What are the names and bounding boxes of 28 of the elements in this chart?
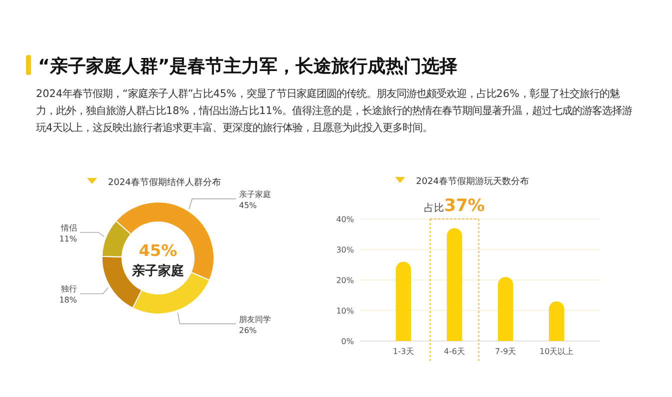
slice-label: 独行 [61,284,77,294]
data-label: 45% [239,200,258,210]
text: 占比37% [424,196,485,216]
data-label: 11% [59,234,78,244]
slice-label: 亲子家庭 [239,190,271,199]
bar [446,228,462,341]
data-label: 18% [59,296,78,305]
y-tick-label: 30% [336,246,354,254]
x-tick-label: 1-3天 [392,347,414,356]
slice-label: 情侣 [60,223,77,232]
text: 2024年春节假期，“家庭亲子人群”占比45%，突显了节日家庭团圆的传统。朋友同游也颇受欢迎，占比26%，彰显了社交旅行的魅力，此外，独自旅游人群占比18%，情侣出游占比11%。值得注意的是，长途旅行的热情在春节期间显著升温，超过七成的游客选择游玩4天以上，这反映出旅行者追求更丰富、更深度的旅行体验，且愿意为此投入更多时间。 [36,87,634,136]
y-tick-label: 40% [336,215,354,224]
data-label: 26% [239,326,258,335]
x-tick-label: 4-6天 [444,347,466,356]
bar [396,262,412,341]
y-tick-label: 20% [336,276,354,285]
y-tick-label: 0% [341,337,354,346]
x-tick-label: 7-9天 [494,347,516,356]
text: 亲子家庭 [131,263,184,279]
text: 45% [138,241,178,260]
legend-title: 2024春节假期结伴人群分布 [108,177,221,188]
y-tick-label: 10% [336,306,354,316]
bar [548,301,564,341]
slice-label: 朋友同学 [239,314,271,324]
chart-title: “亲子家庭人群”是春节主力军，长途旅行成热门选择 [38,56,458,77]
bar [498,276,514,341]
legend-title: 2024春节假期游玩天数分布 [416,176,529,187]
x-tick-label: 10天以上 [540,347,574,356]
